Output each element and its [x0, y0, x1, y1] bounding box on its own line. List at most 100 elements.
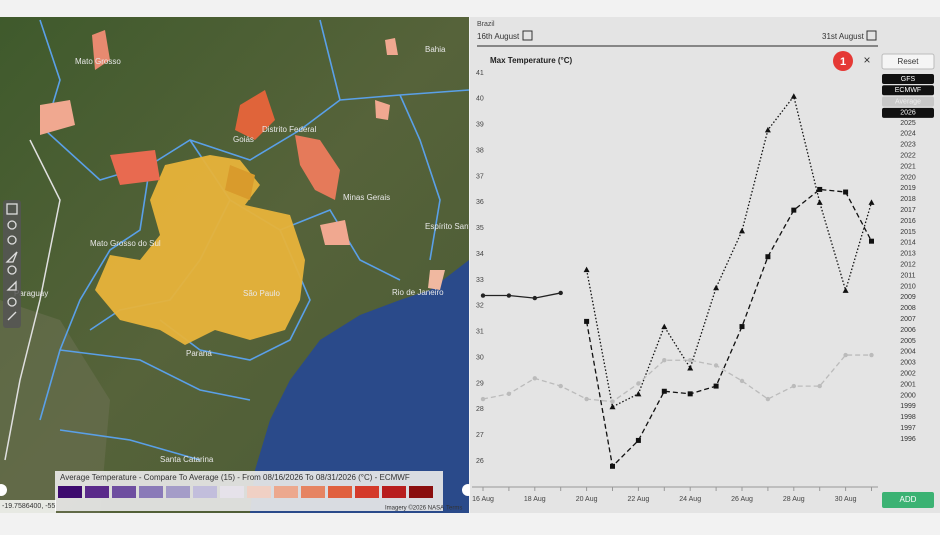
legend-button[interactable] — [882, 107, 934, 118]
map-label: Rio de Janeiro — [392, 288, 444, 297]
reset-button[interactable] — [881, 53, 935, 70]
year-option[interactable]: 2021 — [900, 163, 916, 170]
year-option[interactable]: 2004 — [900, 349, 916, 356]
end-calendar-icon[interactable] — [866, 30, 877, 41]
legend-label[interactable]: GFS — [901, 76, 916, 83]
year-option[interactable]: 2013 — [900, 251, 916, 258]
year-option[interactable]: 2003 — [900, 360, 916, 367]
year-option[interactable]: 2024 — [900, 131, 916, 138]
x-tick-label: 28 Aug — [783, 496, 805, 503]
year-option[interactable]: 2023 — [900, 142, 916, 149]
point — [817, 383, 822, 389]
point — [765, 396, 771, 402]
year-option[interactable]: 1998 — [900, 414, 916, 421]
region-label: Brazil — [477, 21, 495, 28]
point — [584, 396, 589, 402]
y-tick-label: 31 — [476, 329, 484, 336]
measure-button[interactable] — [6, 280, 17, 291]
point — [661, 323, 668, 330]
year-option[interactable]: 2001 — [900, 381, 916, 388]
legend-swatch — [355, 486, 379, 498]
year-option[interactable]: 2011 — [900, 272, 915, 279]
year-option[interactable]: 2016 — [900, 218, 916, 225]
legend-button[interactable] — [882, 85, 934, 96]
legend-label[interactable]: Average — [895, 98, 921, 105]
legend-label[interactable]: 2026 — [900, 110, 916, 117]
add-label[interactable]: ADD — [900, 495, 917, 504]
point — [480, 293, 486, 298]
map-label: Goiás — [233, 135, 254, 144]
point — [506, 293, 512, 298]
legend-button[interactable] — [882, 96, 934, 107]
year-option[interactable]: 2018 — [900, 196, 916, 203]
terms-link[interactable]: Terms — [446, 506, 462, 512]
y-tick-label: 41 — [476, 70, 484, 77]
year-option[interactable]: 2015 — [900, 229, 916, 236]
point — [842, 287, 849, 293]
zoom-out-button[interactable] — [7, 235, 17, 245]
legend-label[interactable]: ECMWF — [895, 87, 921, 94]
point — [480, 396, 486, 402]
year-option[interactable]: 2025 — [900, 120, 916, 127]
legend-swatch — [166, 486, 190, 498]
add-button[interactable] — [882, 492, 934, 508]
point-button[interactable] — [7, 297, 17, 307]
year-option[interactable]: 2014 — [900, 240, 916, 247]
year-option[interactable]: 2005 — [900, 338, 916, 345]
start-calendar-icon[interactable] — [522, 30, 533, 41]
year-option[interactable]: 2008 — [900, 305, 916, 312]
year-option[interactable]: 2006 — [900, 327, 916, 334]
year-option[interactable]: 2002 — [900, 371, 916, 378]
year-option[interactable]: 2022 — [900, 153, 916, 160]
y-tick-label: 33 — [476, 277, 484, 284]
legend-swatch — [139, 486, 163, 498]
y-tick-label: 36 — [476, 199, 484, 206]
x-tick-label: 16 Aug — [472, 496, 494, 503]
year-option[interactable]: 2019 — [900, 185, 916, 192]
zoom-in-button[interactable] — [7, 220, 17, 230]
year-option[interactable]: 2017 — [900, 207, 916, 214]
point — [765, 254, 771, 260]
reset-label[interactable]: Reset — [898, 57, 920, 66]
legend-button[interactable] — [882, 74, 934, 84]
point — [584, 318, 590, 324]
locate-button[interactable] — [5, 251, 18, 263]
point — [636, 381, 641, 386]
year-option[interactable]: 2007 — [900, 316, 916, 323]
legend-swatch — [58, 486, 82, 498]
expand-button[interactable] — [0, 484, 7, 496]
start-date[interactable]: 16th August — [477, 32, 520, 41]
point — [635, 390, 642, 397]
year-option[interactable]: 2010 — [900, 283, 916, 290]
map-label: Distrito Federal — [262, 125, 316, 134]
search-button[interactable] — [7, 265, 17, 275]
close-button[interactable]: × — [863, 53, 870, 67]
year-option[interactable]: 1997 — [900, 425, 916, 432]
series-line — [482, 354, 872, 403]
borders — [39, 19, 470, 461]
year-option[interactable]: 2000 — [900, 392, 916, 399]
point — [558, 290, 563, 296]
map-label: Mato Grosso do Sul — [90, 239, 161, 248]
point — [739, 324, 745, 330]
y-tick-label: 32 — [476, 303, 484, 310]
point — [662, 358, 667, 363]
legend-swatch — [85, 486, 109, 498]
year-option[interactable]: 2009 — [900, 294, 916, 301]
chart-panel — [470, 17, 940, 513]
point — [817, 186, 823, 192]
map-label: Santa Catarina — [160, 455, 214, 464]
end-date[interactable]: 31st August — [822, 32, 865, 41]
legend-swatch — [409, 486, 433, 498]
legend-swatch — [193, 486, 217, 498]
year-option[interactable]: 1999 — [900, 403, 916, 410]
year-option[interactable]: 1996 — [900, 436, 916, 443]
point — [739, 378, 745, 384]
coordinates: -19.7586400, -55 — [2, 503, 55, 510]
year-option[interactable]: 2012 — [900, 262, 916, 269]
year-option[interactable]: 2020 — [900, 174, 916, 181]
terrain — [0, 300, 110, 513]
point — [610, 463, 615, 469]
layers-button[interactable] — [6, 203, 18, 215]
draw-button[interactable] — [7, 311, 17, 321]
